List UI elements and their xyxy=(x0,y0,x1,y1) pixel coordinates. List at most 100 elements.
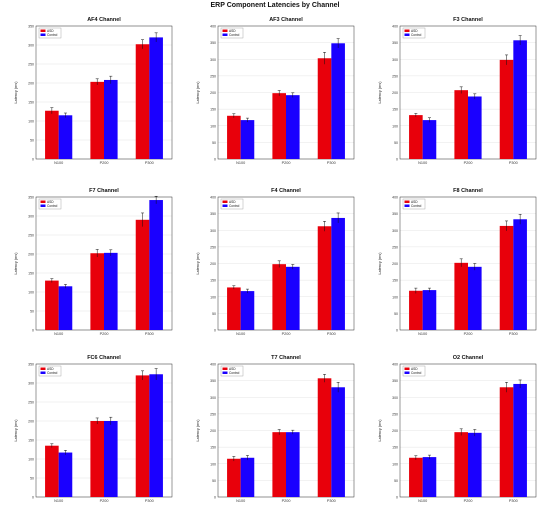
y-axis-label: Latency (ms) xyxy=(14,252,18,275)
legend-swatch xyxy=(404,29,410,32)
panel-title: FC6 Channel xyxy=(87,355,121,361)
bar-control xyxy=(513,40,527,159)
bar-asd xyxy=(317,378,332,497)
bar-control xyxy=(468,432,482,497)
bar-asd xyxy=(90,253,104,330)
bar-asd xyxy=(272,432,286,497)
y-tick-label: 350 xyxy=(392,379,398,383)
x-tick-label: P200 xyxy=(464,161,473,165)
bar-asd xyxy=(272,93,286,159)
bar-control xyxy=(149,200,163,330)
y-tick-label: 250 xyxy=(28,401,34,405)
bar-asd xyxy=(499,225,514,330)
y-tick-label: 100 xyxy=(210,295,216,299)
legend-swatch xyxy=(222,29,228,32)
chart-panel: O2 Channel 0 50 100 150 200 250 300 350 400 Latenc… xyxy=(378,355,537,503)
x-tick-label: N100 xyxy=(54,499,63,503)
bar-control xyxy=(104,252,118,330)
y-tick-label: 0 xyxy=(396,158,398,162)
y-tick-label: 50 xyxy=(30,477,34,481)
legend-box xyxy=(38,27,62,39)
y-tick-label: 50 xyxy=(394,479,398,483)
y-tick-label: 50 xyxy=(212,312,216,316)
y-tick-label: 250 xyxy=(392,245,398,249)
y-tick-label: 350 xyxy=(210,212,216,216)
x-tick-label: P300 xyxy=(145,161,154,165)
y-tick-label: 350 xyxy=(28,363,34,367)
legend-label: ASD xyxy=(229,29,236,33)
y-tick-label: 300 xyxy=(210,396,216,400)
bar-control xyxy=(58,452,73,497)
legend-label: ASD xyxy=(411,200,418,204)
legend-box xyxy=(220,365,244,377)
x-tick-label: P300 xyxy=(327,499,336,503)
y-tick-label: 350 xyxy=(28,25,34,29)
y-tick-label: 350 xyxy=(210,379,216,383)
panel-title: F4 Channel xyxy=(271,188,301,194)
y-tick-label: 250 xyxy=(28,234,34,238)
x-tick-label: P200 xyxy=(464,499,473,503)
y-tick-label: 150 xyxy=(210,108,216,112)
bar-asd xyxy=(90,421,104,497)
y-tick-label: 400 xyxy=(210,196,216,200)
y-tick-label: 400 xyxy=(210,25,216,29)
x-tick-label: P200 xyxy=(282,161,291,165)
bar-asd xyxy=(227,458,241,497)
chart-panel: AF3 Channel 0 50 100 150 200 250 300 350 400 Laten… xyxy=(196,17,355,165)
bar-control xyxy=(468,266,482,330)
x-tick-label: P300 xyxy=(509,332,518,336)
y-tick-label: 200 xyxy=(28,253,34,257)
x-tick-label: N100 xyxy=(418,161,427,165)
y-tick-label: 50 xyxy=(30,310,34,314)
y-tick-label: 100 xyxy=(392,295,398,299)
bar-asd xyxy=(90,81,104,159)
bar-asd xyxy=(45,110,59,159)
legend-label: Control xyxy=(47,371,58,375)
bar-control xyxy=(422,457,437,497)
bar-control xyxy=(513,219,527,330)
bar-asd xyxy=(499,387,514,497)
bar-asd xyxy=(409,457,423,497)
y-tick-label: 350 xyxy=(28,196,34,200)
legend-label: ASD xyxy=(411,29,418,33)
legend-box xyxy=(38,365,62,377)
y-axis-label: Latency (ms) xyxy=(14,81,18,104)
y-tick-label: 300 xyxy=(28,382,34,386)
bar-control xyxy=(286,95,300,159)
y-tick-label: 300 xyxy=(392,58,398,62)
y-tick-label: 100 xyxy=(392,462,398,466)
bar-asd xyxy=(454,90,468,159)
bar-control xyxy=(240,291,255,330)
x-tick-label: N100 xyxy=(54,161,63,165)
y-tick-label: 250 xyxy=(392,412,398,416)
y-axis-label: Latency (ms) xyxy=(196,252,200,275)
y-tick-label: 100 xyxy=(28,291,34,295)
y-tick-label: 300 xyxy=(210,58,216,62)
y-tick-label: 150 xyxy=(28,101,34,105)
y-tick-label: 100 xyxy=(392,124,398,128)
y-tick-label: 400 xyxy=(392,25,398,29)
legend-swatch xyxy=(404,367,410,370)
y-tick-label: 0 xyxy=(396,496,398,500)
x-tick-label: N100 xyxy=(418,499,427,503)
y-tick-label: 0 xyxy=(32,329,34,333)
figure-title: ERP Component Latencies by Channel xyxy=(210,2,340,9)
bar-asd xyxy=(135,44,150,159)
y-tick-label: 350 xyxy=(392,41,398,45)
y-tick-label: 250 xyxy=(210,74,216,78)
y-tick-label: 50 xyxy=(212,479,216,483)
y-tick-label: 150 xyxy=(392,446,398,450)
bar-asd xyxy=(45,445,59,497)
bar-asd xyxy=(45,280,59,330)
bar-control xyxy=(149,37,163,159)
bar-control xyxy=(240,120,255,159)
x-tick-label: N100 xyxy=(418,332,427,336)
bar-asd xyxy=(135,219,150,330)
panel-title: AF3 Channel xyxy=(269,17,303,23)
y-tick-label: 150 xyxy=(28,439,34,443)
y-axis-label: Latency (ms) xyxy=(378,81,382,104)
legend-swatch xyxy=(222,200,228,203)
legend-swatch xyxy=(222,371,228,374)
legend-label: Control xyxy=(229,371,240,375)
